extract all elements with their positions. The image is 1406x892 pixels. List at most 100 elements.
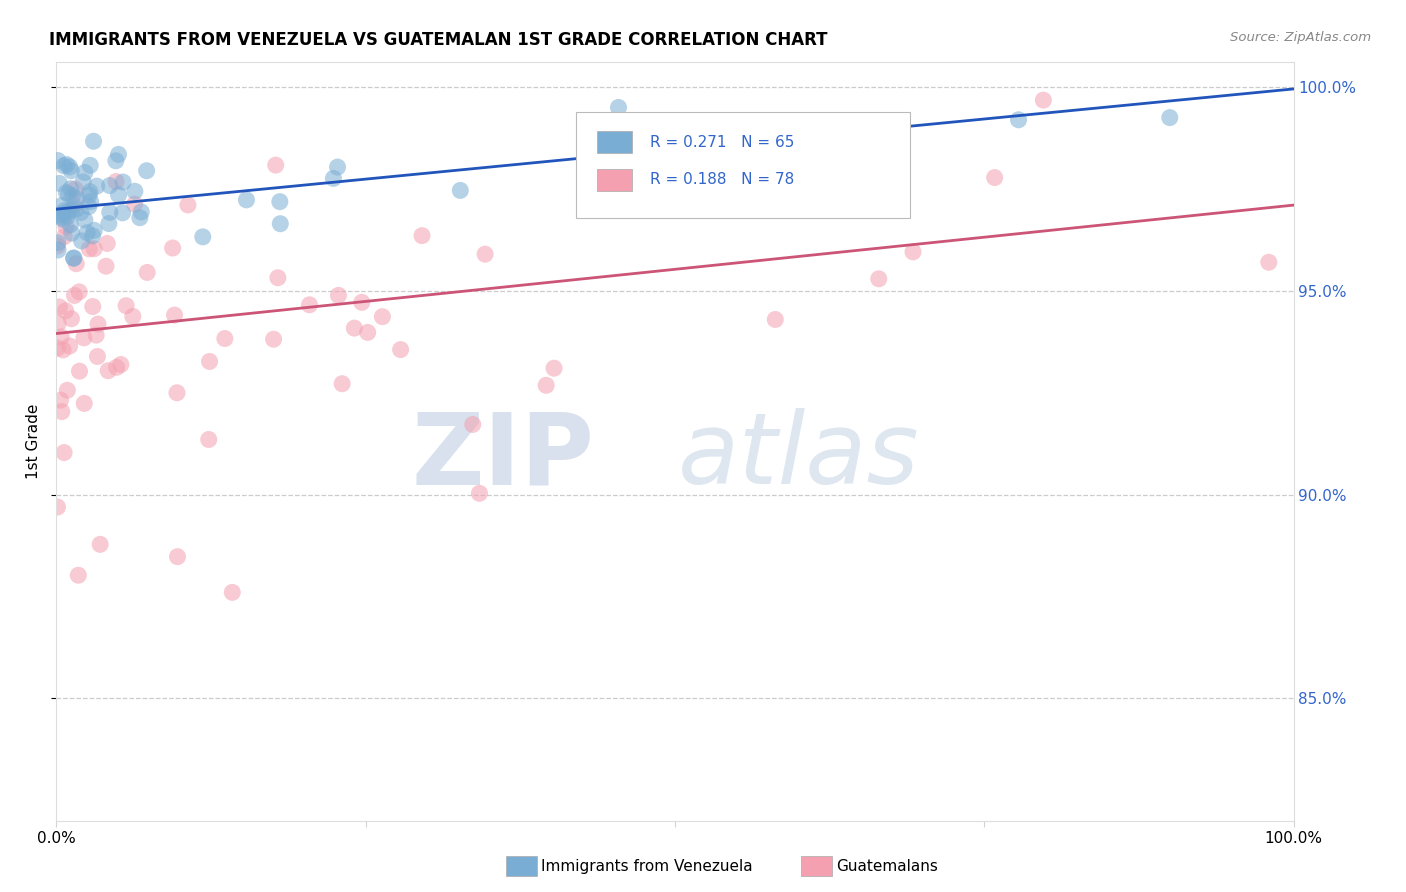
Point xyxy=(267,270,290,285)
Point xyxy=(343,321,366,335)
Point xyxy=(63,198,86,212)
Point xyxy=(474,247,496,261)
Point xyxy=(98,205,121,219)
Text: Guatemalans: Guatemalans xyxy=(837,859,938,873)
Point xyxy=(58,187,80,202)
Y-axis label: 1st Grade: 1st Grade xyxy=(25,404,41,479)
Point xyxy=(79,185,101,199)
Point xyxy=(1159,111,1181,125)
Point xyxy=(73,331,96,345)
Point xyxy=(269,217,291,231)
Point xyxy=(79,242,101,256)
Point xyxy=(60,163,83,178)
Point xyxy=(235,193,257,207)
Point xyxy=(52,159,75,173)
Point xyxy=(55,303,77,318)
Point xyxy=(449,183,471,197)
Point xyxy=(269,194,291,209)
Point xyxy=(46,317,69,331)
Point xyxy=(58,203,80,218)
Point xyxy=(163,308,186,322)
Point xyxy=(46,235,69,250)
Point xyxy=(1007,112,1029,127)
Point xyxy=(59,160,82,174)
Point xyxy=(67,285,90,299)
Point xyxy=(59,218,82,232)
Point xyxy=(83,242,105,256)
Point xyxy=(166,385,188,400)
Point xyxy=(1257,255,1279,269)
Point xyxy=(197,433,219,447)
Point xyxy=(70,205,93,219)
Point xyxy=(221,585,243,599)
Point xyxy=(124,184,146,198)
Point xyxy=(162,241,184,255)
Point xyxy=(62,251,84,265)
Point xyxy=(46,239,69,253)
Point xyxy=(77,200,100,214)
Point xyxy=(73,213,96,227)
Point xyxy=(97,364,120,378)
Point xyxy=(89,537,111,551)
Point xyxy=(104,153,127,168)
Point xyxy=(53,445,76,459)
Point xyxy=(76,226,98,240)
Text: IMMIGRANTS FROM VENEZUELA VS GUATEMALAN 1ST GRADE CORRELATION CHART: IMMIGRANTS FROM VENEZUELA VS GUATEMALAN … xyxy=(49,31,828,49)
Point xyxy=(107,147,129,161)
Point xyxy=(98,178,121,193)
Point xyxy=(326,160,349,174)
Point xyxy=(46,208,69,222)
Point xyxy=(51,198,73,212)
Point xyxy=(461,417,484,432)
Point xyxy=(389,343,412,357)
Text: R = 0.271   N = 65: R = 0.271 N = 65 xyxy=(650,135,794,150)
Text: atlas: atlas xyxy=(678,409,920,505)
Point xyxy=(46,341,69,355)
Point xyxy=(135,163,157,178)
Point xyxy=(371,310,394,324)
Point xyxy=(607,100,630,114)
Point xyxy=(53,229,76,244)
Point xyxy=(534,378,557,392)
Point xyxy=(56,210,79,224)
Point xyxy=(411,228,433,243)
Point xyxy=(73,396,96,410)
Point xyxy=(82,300,104,314)
Point xyxy=(83,134,105,148)
Point xyxy=(97,217,120,231)
Text: Source: ZipAtlas.com: Source: ZipAtlas.com xyxy=(1230,31,1371,45)
Point xyxy=(55,186,77,200)
Point xyxy=(111,175,134,189)
Point xyxy=(1032,93,1054,107)
Point xyxy=(72,175,94,189)
Point xyxy=(51,207,73,221)
Text: ZIP: ZIP xyxy=(412,409,595,505)
Point xyxy=(191,230,214,244)
Point xyxy=(105,360,128,375)
Point xyxy=(67,568,90,582)
Point xyxy=(96,236,118,251)
Point xyxy=(55,158,77,172)
Point xyxy=(838,141,860,155)
Point xyxy=(121,310,143,324)
Point xyxy=(87,317,110,331)
Point xyxy=(86,350,108,364)
Point xyxy=(60,203,83,218)
Point xyxy=(60,311,83,326)
Point xyxy=(111,206,134,220)
Point xyxy=(62,189,84,203)
Point xyxy=(59,339,82,353)
Text: Immigrants from Venezuela: Immigrants from Venezuela xyxy=(541,859,754,873)
Bar xyxy=(598,131,631,153)
Point xyxy=(63,182,86,196)
Point xyxy=(51,330,73,344)
Point xyxy=(128,211,150,225)
Point xyxy=(136,265,159,279)
Point xyxy=(166,549,188,564)
Point xyxy=(901,244,924,259)
Point xyxy=(52,343,75,357)
Point xyxy=(46,500,69,514)
Point xyxy=(82,228,104,243)
Point xyxy=(53,203,76,218)
Point xyxy=(77,188,100,202)
